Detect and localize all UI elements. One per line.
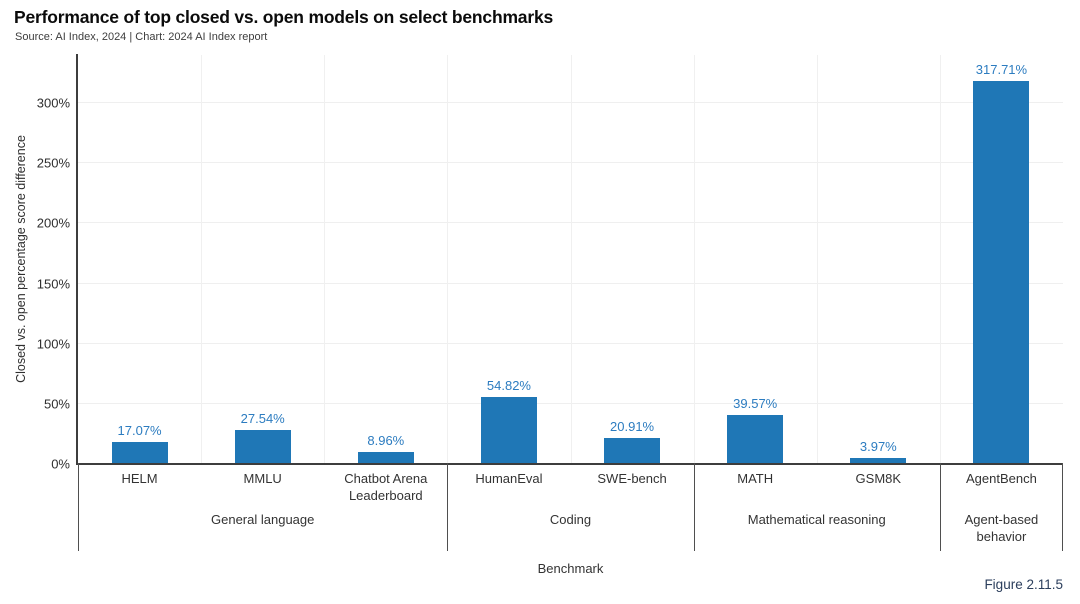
category-label: SWE-bench bbox=[597, 471, 667, 486]
bar bbox=[111, 442, 168, 463]
x-axis-line bbox=[76, 462, 1063, 465]
category-label: HumanEval bbox=[475, 471, 543, 486]
gridline-vertical bbox=[693, 55, 695, 464]
y-axis-line bbox=[76, 54, 78, 464]
category-label: Chatbot Arena Leaderboard bbox=[344, 471, 428, 503]
group-divider-line bbox=[447, 463, 449, 551]
gridline-vertical bbox=[324, 55, 326, 464]
gridline-vertical bbox=[816, 55, 818, 464]
group-divider-line bbox=[693, 463, 695, 551]
category-label: MATH bbox=[737, 471, 774, 486]
group-label: Mathematical reasoning bbox=[747, 512, 886, 527]
bar bbox=[604, 437, 661, 463]
plot-area: 17.07% 27.54% 8.96% 54.82% 20.91% 39.57% 3.97%… bbox=[78, 55, 1063, 464]
x-axis-title: Benchmark bbox=[537, 561, 604, 576]
gridline-vertical bbox=[447, 55, 449, 464]
group-divider-line bbox=[1062, 463, 1063, 551]
category-label: MMLU bbox=[243, 471, 282, 486]
gridline-vertical bbox=[939, 55, 941, 464]
bar bbox=[850, 458, 907, 463]
bar bbox=[357, 452, 414, 463]
bar-value-label: 8.96% bbox=[367, 433, 405, 449]
bar bbox=[973, 80, 1030, 463]
bar bbox=[234, 429, 291, 463]
y-axis-tick-label: 150% bbox=[36, 276, 70, 292]
category-label: GSM8K bbox=[855, 471, 902, 486]
category-label: HELM bbox=[121, 471, 158, 486]
y-axis-tick-label: 300% bbox=[36, 95, 70, 111]
group-label: Coding bbox=[549, 512, 592, 527]
y-axis-tick-label: 250% bbox=[36, 155, 70, 171]
bar-value-label: 17.07% bbox=[117, 423, 162, 439]
bar-value-label: 39.57% bbox=[733, 396, 778, 412]
chart-subtitle: Source: AI Index, 2024 | Chart: 2024 AI … bbox=[15, 31, 268, 43]
bar bbox=[480, 397, 537, 463]
bar-value-label: 317.71% bbox=[975, 61, 1028, 77]
gridline-vertical bbox=[570, 55, 572, 464]
bar-value-label: 3.97% bbox=[859, 439, 897, 455]
y-axis-tick-label: 50% bbox=[43, 396, 70, 412]
group-divider-line bbox=[939, 463, 941, 551]
y-axis-tick-label: 200% bbox=[36, 215, 70, 231]
gridline-vertical bbox=[201, 55, 203, 464]
chart-title: Performance of top closed vs. open model… bbox=[14, 7, 554, 27]
group-label: General language bbox=[211, 512, 315, 527]
y-axis-tick-label: 100% bbox=[36, 336, 70, 352]
bar-value-label: 27.54% bbox=[240, 410, 285, 426]
y-axis-tick-label: 0% bbox=[51, 456, 70, 472]
bar bbox=[727, 415, 784, 463]
group-label: Agent-based behavior bbox=[964, 512, 1039, 544]
figure-number-label: Figure 2.11.5 bbox=[984, 577, 1063, 592]
category-label: AgentBench bbox=[966, 471, 1037, 486]
group-divider-line bbox=[78, 463, 79, 551]
bar-value-label: 54.82% bbox=[486, 378, 531, 394]
bar-value-label: 20.91% bbox=[610, 418, 655, 434]
